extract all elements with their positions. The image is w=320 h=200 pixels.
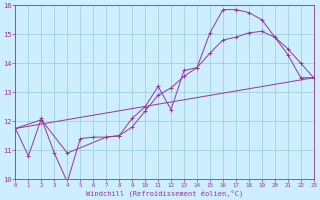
X-axis label: Windchill (Refroidissement éolien,°C): Windchill (Refroidissement éolien,°C) xyxy=(86,190,243,197)
